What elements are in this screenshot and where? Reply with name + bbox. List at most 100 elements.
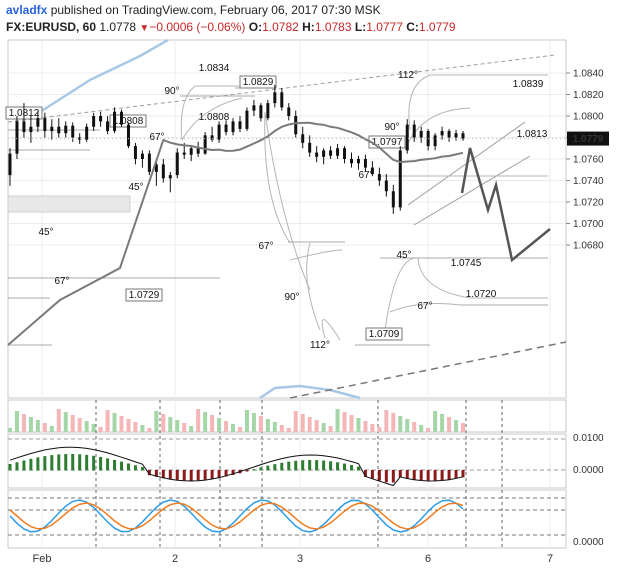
volume-bar bbox=[224, 421, 229, 432]
low-value: 1.0777 bbox=[366, 20, 403, 34]
candle-body bbox=[454, 133, 458, 138]
macd-histogram-bar bbox=[36, 457, 40, 471]
y-tick-label: 1.0680 bbox=[573, 241, 604, 252]
macd-histogram-bar bbox=[57, 454, 61, 471]
macd-histogram-bar bbox=[349, 465, 353, 471]
candle-body bbox=[85, 126, 89, 140]
down-arrow-icon: ▼ bbox=[139, 23, 150, 34]
candle-body bbox=[245, 110, 249, 129]
candle-body bbox=[447, 131, 451, 138]
background-drawings bbox=[7, 38, 567, 400]
candle-body bbox=[113, 111, 117, 132]
macd-histogram-bar bbox=[384, 470, 388, 483]
macd-histogram-bar bbox=[308, 460, 312, 471]
main-pane-frame bbox=[7, 39, 567, 399]
macd-histogram-bar bbox=[259, 467, 263, 471]
volume-bar bbox=[63, 412, 68, 432]
candle-body bbox=[252, 105, 256, 111]
macd-histogram-bar bbox=[287, 461, 291, 471]
macd-histogram-bar bbox=[447, 470, 451, 480]
volume-bar bbox=[307, 417, 312, 432]
author-name[interactable]: avladfx bbox=[6, 3, 48, 17]
macd-histogram-bar bbox=[15, 462, 19, 471]
stoch-pane-frame bbox=[7, 489, 567, 549]
gann-arc bbox=[389, 303, 461, 313]
candle-body bbox=[329, 150, 333, 156]
macd-histogram-bar bbox=[85, 454, 89, 471]
candle-body bbox=[217, 124, 221, 140]
price-label: 1.0829 bbox=[243, 77, 274, 88]
volume-bar bbox=[119, 416, 124, 432]
macd-histogram-bar bbox=[133, 465, 137, 471]
volume-bar bbox=[454, 420, 459, 432]
macd-histogram-bar bbox=[252, 469, 256, 471]
price-label: 1.0834 bbox=[199, 63, 230, 74]
candle-body bbox=[405, 124, 409, 151]
current-price-label: 1.0779 bbox=[573, 134, 604, 145]
macd-histogram-bar bbox=[245, 470, 249, 472]
y-tick-label: 1.0840 bbox=[573, 69, 604, 80]
long-ma-line-lower bbox=[259, 384, 361, 400]
candle-body bbox=[120, 111, 124, 125]
candle-body bbox=[384, 180, 388, 192]
volume-bar bbox=[70, 415, 75, 432]
channel-lower bbox=[413, 155, 531, 226]
candle-body bbox=[196, 148, 200, 154]
macd-histogram-bar bbox=[391, 470, 395, 483]
axes: 1.08401.08201.08001.07801.07601.07401.07… bbox=[33, 69, 609, 565]
volume-bar bbox=[28, 417, 33, 432]
macd-histogram-bar bbox=[363, 470, 367, 477]
candle-body bbox=[43, 118, 47, 132]
macd-histogram-bar bbox=[301, 460, 305, 471]
volume-bar bbox=[272, 422, 277, 432]
moving-average-line bbox=[7, 121, 464, 346]
x-tick-label: 2 bbox=[172, 553, 178, 565]
macd-histogram-bar bbox=[22, 460, 26, 471]
macd-histogram-bar bbox=[113, 459, 117, 471]
volume-bar bbox=[189, 426, 194, 432]
x-tick-label: 3 bbox=[297, 553, 303, 565]
macd-histogram-bar bbox=[356, 466, 360, 471]
candle-body bbox=[398, 150, 402, 208]
stoch-d-line bbox=[9, 502, 464, 530]
candle-body bbox=[106, 121, 110, 132]
angle-label: 67° bbox=[417, 301, 432, 312]
candle-body bbox=[168, 175, 172, 179]
candle-body bbox=[440, 131, 444, 136]
macd-histogram-bar bbox=[426, 470, 430, 481]
macd-histogram-bar bbox=[92, 455, 96, 471]
volume-bar bbox=[98, 427, 103, 432]
macd-histogram-bar bbox=[189, 470, 193, 481]
candles bbox=[7, 84, 566, 346]
angle-label: 67° bbox=[149, 132, 164, 143]
candle-body bbox=[280, 92, 284, 108]
candle-body bbox=[29, 126, 33, 133]
price-label: 1.0797 bbox=[372, 137, 403, 148]
price-label: 1.0745 bbox=[451, 258, 482, 269]
volume-bar bbox=[363, 421, 368, 432]
candle-body bbox=[189, 148, 193, 155]
macd-histogram-bar bbox=[120, 461, 124, 471]
publish-line: avladfx published on TradingView.com, Fe… bbox=[6, 2, 616, 19]
candle-body bbox=[294, 116, 298, 135]
price-label: 1.0813 bbox=[517, 129, 548, 140]
lower-trend-line bbox=[289, 341, 567, 399]
macd-histogram-bar bbox=[329, 461, 333, 471]
macd-histogram-bar bbox=[175, 470, 179, 480]
gann-arc bbox=[264, 111, 311, 291]
macd-histogram-bar bbox=[294, 460, 298, 471]
volume-bar bbox=[237, 427, 242, 432]
macd-histogram-bar bbox=[43, 456, 47, 471]
volume-bar bbox=[258, 416, 263, 432]
macd-histogram-bar bbox=[182, 470, 186, 481]
candle-body bbox=[231, 121, 235, 133]
volume-bar bbox=[35, 420, 40, 432]
macd-histogram-bar bbox=[154, 470, 158, 477]
candle-body bbox=[433, 135, 437, 147]
candle-body bbox=[22, 121, 26, 133]
annotations: 1.08121.08081.08341.08291.08081.07291.07… bbox=[5, 63, 548, 351]
macd-histogram-bar bbox=[8, 464, 12, 471]
volume-bar bbox=[140, 425, 145, 432]
volume-bar bbox=[286, 428, 291, 432]
